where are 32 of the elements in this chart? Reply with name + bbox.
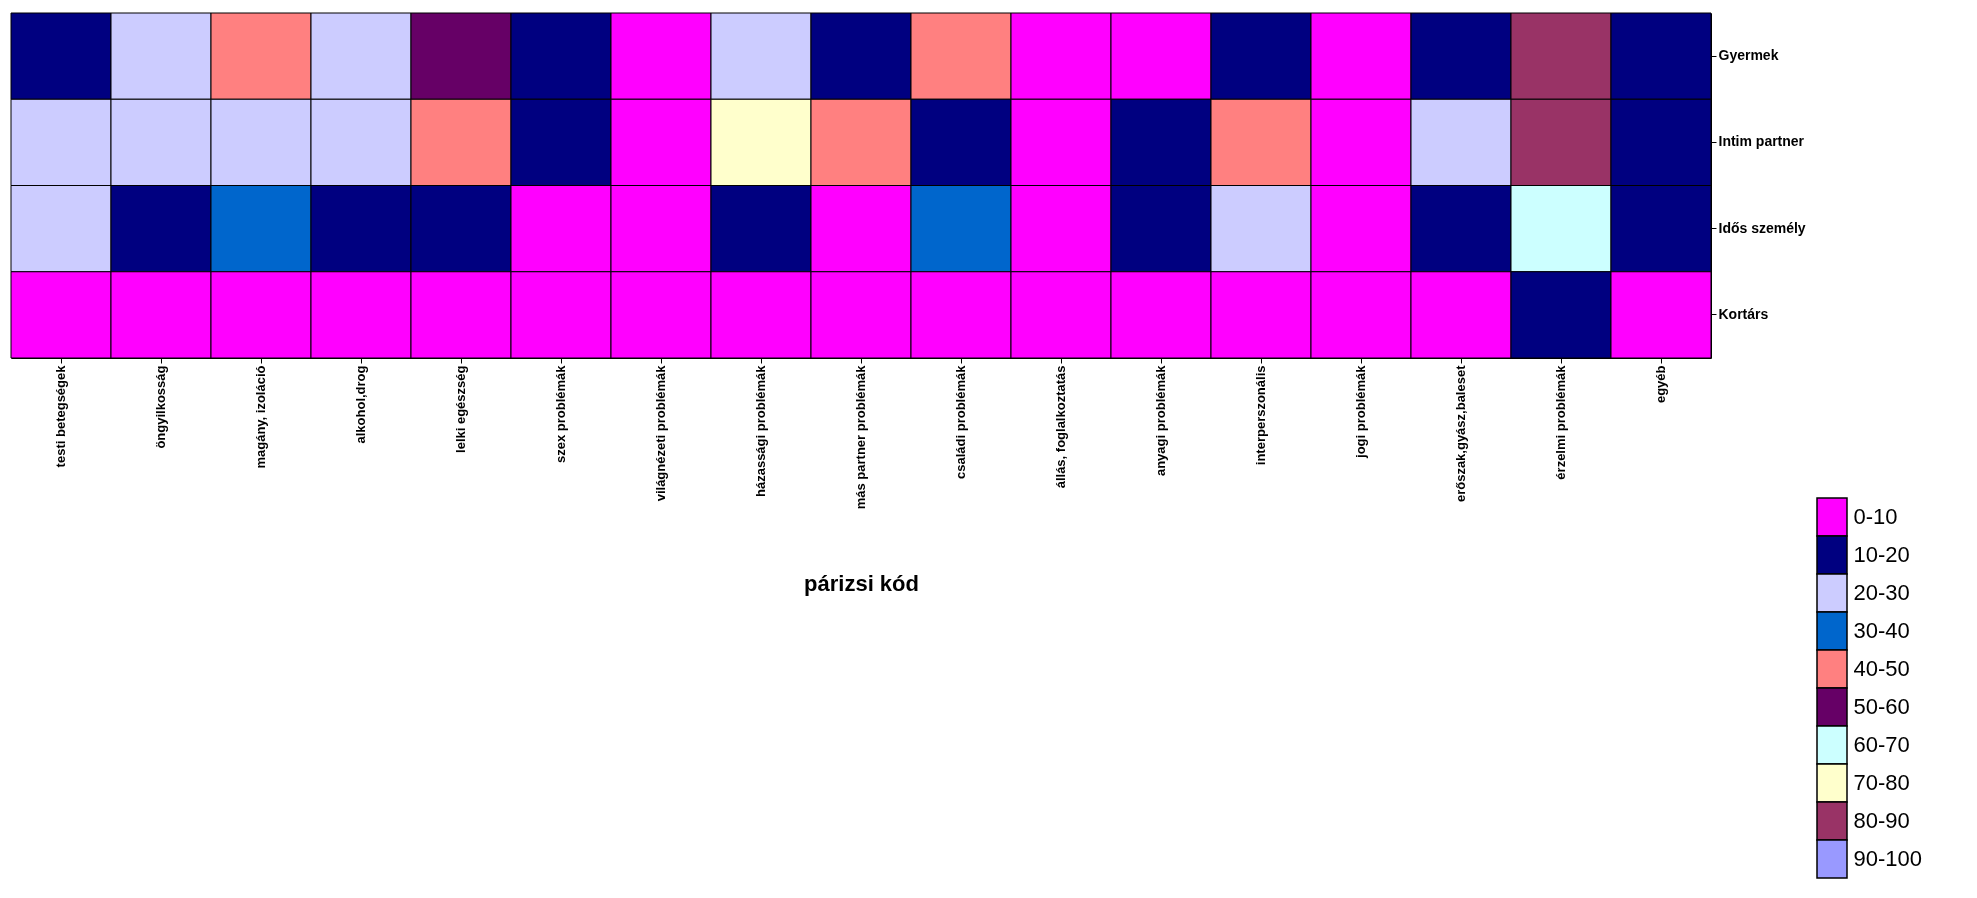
x-axis-title: párizsi kód [804,570,919,596]
x-tick-label: anyagi problémák [1153,364,1168,477]
y-tick-label: Intim partner [1718,133,1805,150]
y-tick-label: Idős személy [1718,219,1806,236]
color-bar-label: 90-100 [1853,846,1923,871]
color-bar-label: 20-30 [1853,580,1910,605]
x-tick-label: jogi problémák [1353,364,1368,459]
x-tick-label: szex problémák [553,364,568,464]
x-tick-label: egyéb [1653,365,1668,404]
x-tick-label: magány, izoláció [253,365,268,469]
x-tick-label: lelki egészség [453,365,468,453]
x-tick-label: interperszonális [1253,365,1268,466]
color-bar-label: 50-60 [1853,694,1910,719]
x-tick-label: házassági problémák [753,364,768,497]
x-tick-label: állás, foglalkoztatás [1053,365,1068,489]
color-bar-label: 40-50 [1853,656,1910,681]
x-tick-label: alkohol,drog [353,365,368,444]
y-tick-label: Gyermek [1718,47,1779,64]
y-tick-label: Kortárs [1718,305,1769,322]
x-tick-label: más partner problémák [853,364,868,510]
x-tick-label: családi problémák [953,364,968,479]
color-bar-label: 70-80 [1853,770,1910,795]
color-bar-label: 10-20 [1853,542,1910,567]
color-bar-label: 80-90 [1853,808,1910,833]
x-tick-label: világnézeti problémák [653,364,668,502]
x-tick-label: testi betegségek [53,364,68,468]
x-tick-label: öngyilkosság [153,365,168,449]
x-tick-label: érzelmi problémák [1553,364,1568,480]
x-tick-label: erőszak,gyász,baleset [1453,364,1468,503]
color-bar-label: 0-10 [1853,504,1898,529]
color-bar-label: 30-40 [1853,618,1910,643]
color-bar-label: 60-70 [1853,732,1910,757]
